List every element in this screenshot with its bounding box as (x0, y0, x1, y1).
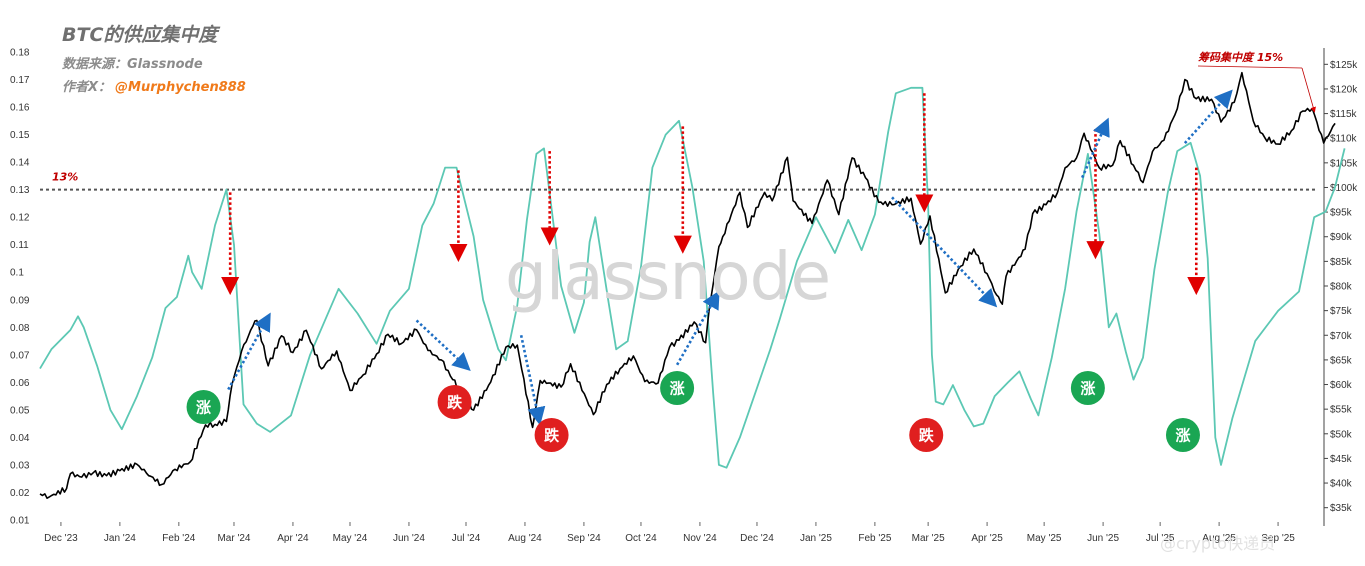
x-tick-label: Mar '24 (217, 533, 250, 544)
x-tick-label: May '24 (333, 533, 368, 544)
data-source: 数据来源：Glassnode (62, 57, 203, 72)
y-axis-right: $35k $40k $45k $50k $55k $60k $65k $70k $75k $80k… (1323, 48, 1358, 526)
y-left-tick-label: 0.13 (10, 185, 30, 196)
y-right-tick-label: $50k (1330, 429, 1353, 440)
x-tick-label: Jul '25 (1146, 533, 1175, 544)
rise-badge-label: 涨 (196, 399, 211, 417)
y-right-tick-label: $40k (1330, 479, 1353, 490)
blue-trend-arrow (891, 196, 998, 308)
rise-badge-label: 涨 (670, 380, 685, 398)
rise-badge-label: 涨 (1175, 427, 1190, 445)
rise-badge (1165, 418, 1200, 452)
author-prefix: 作者X： (62, 80, 112, 95)
callout-underline (1197, 65, 1303, 69)
credit-watermark: @crypto快递员 (1160, 534, 1276, 553)
y-right-tick-label: $60k (1330, 380, 1353, 391)
callout-annotation: 筹码集中度 15% (1197, 51, 1316, 113)
callout-pointer (1301, 67, 1316, 113)
rise-badge (660, 371, 695, 405)
author-line: 作者X： @Murphychen888 (62, 76, 246, 95)
threshold-reference-line: 13% (40, 171, 1318, 191)
y-left-tick-label: 0.02 (10, 488, 30, 499)
blue-trend-arrow (415, 319, 471, 372)
fall-badge-label: 跌 (919, 427, 935, 445)
x-tick-label: Sep '25 (1261, 533, 1295, 544)
y-right-tick-label: $120k (1330, 84, 1358, 95)
y-right-tick-label: $105k (1330, 158, 1358, 169)
y-left-tick-label: 0.08 (10, 323, 30, 334)
x-tick-label: Mar '25 (912, 533, 945, 544)
y-right-tick-label: $45k (1330, 454, 1353, 465)
fall-badge (909, 418, 944, 452)
supply-concentration-line (39, 86, 1346, 469)
y-right-tick-label: $80k (1330, 282, 1353, 293)
y-left-tick-label: 0.07 (10, 350, 30, 361)
y-right-tick-label: $125k (1330, 60, 1358, 71)
x-tick-label: Feb '25 (858, 533, 891, 544)
x-tick-label: Jan '24 (104, 533, 136, 544)
fall-badge-label: 跌 (544, 427, 560, 445)
x-tick-label: Jan '25 (800, 533, 832, 544)
y-right-tick-label: $115k (1330, 109, 1358, 120)
author-handle: @Murphychen888 (115, 80, 246, 95)
y-right-tick-label: $35k (1330, 503, 1353, 514)
x-tick-label: Dec '23 (44, 533, 78, 544)
y-left-tick-label: 0.15 (10, 130, 30, 141)
y-right-tick-label: $70k (1330, 331, 1353, 342)
x-tick-label: Dec '24 (740, 533, 774, 544)
glassnode-watermark: glassnode (505, 238, 831, 315)
y-left-tick-label: 0.03 (10, 460, 30, 471)
blue-trend-arrow (227, 312, 271, 391)
fall-badge-label: 跌 (447, 394, 463, 412)
y-left-tick-label: 0.05 (10, 405, 30, 416)
fall-badge (534, 418, 569, 452)
x-tick-label: Sep '24 (567, 533, 601, 544)
annotation-badges: 涨跌跌涨跌涨涨 (186, 371, 1200, 452)
y-axis-left: 0.01 0.02 0.03 0.04 0.05 0.06 0.07 0.08 0.09 0.1 0… (10, 48, 30, 527)
fall-badge (437, 385, 472, 419)
x-tick-label: Nov '24 (683, 533, 717, 544)
y-right-tick-label: $100k (1330, 183, 1358, 194)
y-right-tick-label: $65k (1330, 355, 1353, 366)
blue-trend-arrow (1080, 117, 1110, 179)
y-left-tick-label: 0.09 (10, 295, 30, 306)
y-left-tick-label: 0.11 (10, 240, 29, 251)
annotation-arrows (221, 89, 1233, 426)
rise-badge (1070, 371, 1105, 405)
x-tick-label: Oct '24 (625, 533, 657, 544)
x-tick-label: Jun '25 (1087, 533, 1119, 544)
y-left-tick-label: 0.04 (10, 433, 30, 444)
blue-trend-arrow (519, 334, 546, 426)
y-right-tick-label: $55k (1330, 405, 1353, 416)
callout-label: 筹码集中度 15% (1198, 51, 1283, 64)
y-left-tick-label: 0.18 (10, 48, 30, 59)
y-left-tick-label: 0.01 (10, 516, 30, 527)
x-tick-label: Aug '25 (1202, 533, 1236, 544)
y-left-tick-label: 0.14 (10, 158, 30, 169)
y-right-tick-label: $90k (1330, 232, 1353, 243)
x-tick-label: Feb '24 (162, 533, 195, 544)
y-left-tick-label: 0.12 (10, 213, 30, 224)
y-left-tick-label: 0.1 (10, 268, 24, 279)
x-tick-label: Jun '24 (393, 533, 425, 544)
y-right-tick-label: $75k (1330, 306, 1353, 317)
threshold-label: 13% (52, 171, 78, 184)
y-right-tick-label: $110k (1330, 134, 1358, 145)
rise-badge-label: 涨 (1080, 380, 1095, 398)
x-axis: Dec '23 Jan '24 Feb '24 Mar '24 Apr '24 May '… (44, 522, 1295, 544)
y-right-tick-label: $95k (1330, 208, 1353, 219)
rise-badge (186, 390, 221, 424)
x-tick-label: Apr '25 (971, 533, 1003, 544)
x-tick-label: May '25 (1027, 533, 1062, 544)
x-tick-label: Jul '24 (452, 533, 481, 544)
y-left-tick-label: 0.17 (10, 75, 30, 86)
chart-title: BTC的供应集中度 (62, 24, 218, 46)
y-left-tick-label: 0.06 (10, 378, 30, 389)
x-tick-label: Apr '24 (277, 533, 309, 544)
x-tick-label: Aug '24 (508, 533, 542, 544)
y-right-tick-label: $85k (1330, 257, 1353, 268)
y-left-tick-label: 0.16 (10, 103, 30, 114)
blue-trend-arrow (1183, 89, 1233, 145)
